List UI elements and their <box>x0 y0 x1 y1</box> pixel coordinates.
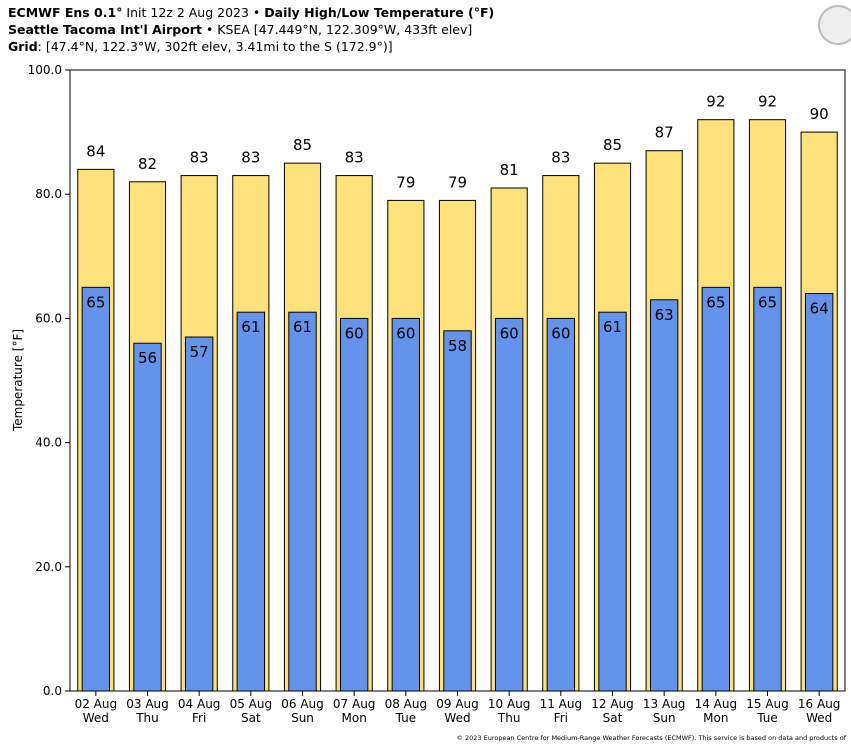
low-bar <box>391 317 421 692</box>
high-value-label: 84 <box>86 142 105 160</box>
x-tick-date: 07 Aug <box>333 697 376 711</box>
x-tick-day: Mon <box>703 711 728 725</box>
high-value-label: 83 <box>241 149 260 167</box>
low-value-label: 64 <box>810 300 829 318</box>
low-value-label: 57 <box>190 343 209 361</box>
high-value-label: 79 <box>396 173 415 191</box>
low-value-label: 56 <box>138 349 157 367</box>
high-value-label: 83 <box>190 149 209 167</box>
x-tick-date: 15 Aug <box>746 697 789 711</box>
low-bar <box>494 317 524 692</box>
x-tick-date: 03 Aug <box>126 697 169 711</box>
y-tick-label: 60.0 <box>35 311 62 325</box>
y-tick-label: 40.0 <box>35 436 62 450</box>
low-value-label: 61 <box>241 318 260 336</box>
y-tick-label: 100.0 <box>28 63 62 77</box>
x-tick-date: 12 Aug <box>591 697 634 711</box>
x-tick-date: 06 Aug <box>281 697 324 711</box>
title-init: Init 12z 2 Aug 2023 • <box>122 5 264 20</box>
high-value-label: 79 <box>448 173 467 191</box>
x-tick-day: Thu <box>497 711 521 725</box>
title-model: ECMWF Ens 0.1° <box>8 5 122 20</box>
high-value-label: 92 <box>758 93 777 111</box>
high-value-label: 92 <box>706 93 725 111</box>
chart-title: Daily High/Low Temperature (°F) <box>264 5 494 20</box>
x-tick-date: 08 Aug <box>385 697 428 711</box>
copyright: © 2023 European Centre for Medium-Range … <box>456 734 846 742</box>
low-value-label: 61 <box>603 318 622 336</box>
low-value-label: 63 <box>655 306 674 324</box>
low-bar <box>804 293 834 692</box>
high-value-label: 83 <box>345 149 364 167</box>
low-bar <box>133 342 162 692</box>
x-tick-day: Tue <box>395 711 417 725</box>
low-bar <box>81 286 111 692</box>
station-info: • KSEA [47.449°N, 122.309°W, 433ft elev] <box>202 22 472 37</box>
x-tick-day: Tue <box>756 711 778 725</box>
high-value-label: 87 <box>655 124 674 142</box>
x-tick-day: Wed <box>806 711 832 725</box>
x-tick-day: Fri <box>192 711 206 725</box>
y-tick-label: 20.0 <box>35 560 62 574</box>
title-line-1: ECMWF Ens 0.1° Init 12z 2 Aug 2023 • Dai… <box>8 5 494 20</box>
high-value-label: 85 <box>603 136 622 154</box>
low-bar <box>753 286 782 692</box>
low-value-label: 60 <box>396 324 415 342</box>
x-tick-date: 09 Aug <box>436 697 479 711</box>
low-bar <box>236 311 266 692</box>
x-tick-date: 04 Aug <box>178 697 221 711</box>
low-value-label: 65 <box>86 293 105 311</box>
x-tick-day: Sat <box>603 711 623 725</box>
low-bar <box>443 330 472 692</box>
x-tick-date: 11 Aug <box>540 697 583 711</box>
y-tick-label: 80.0 <box>35 187 62 201</box>
low-bar <box>288 311 317 692</box>
y-tick-label: 0.0 <box>43 684 62 698</box>
x-tick-date: 05 Aug <box>230 697 273 711</box>
low-value-label: 65 <box>706 293 725 311</box>
high-value-label: 85 <box>293 136 312 154</box>
high-value-label: 81 <box>500 161 519 179</box>
high-value-label: 90 <box>810 105 829 123</box>
x-tick-date: 14 Aug <box>695 697 738 711</box>
low-value-label: 60 <box>345 324 364 342</box>
title-line-3: Grid: [47.4°N, 122.3°W, 302ft elev, 3.41… <box>8 39 393 54</box>
low-bar <box>598 311 627 692</box>
x-tick-day: Fri <box>554 711 568 725</box>
low-value-label: 58 <box>448 337 467 355</box>
low-bar <box>546 317 576 692</box>
x-tick-day: Thu <box>135 711 159 725</box>
x-tick-date: 02 Aug <box>75 697 118 711</box>
grid-label: Grid <box>8 39 38 54</box>
x-tick-day: Sun <box>653 711 676 725</box>
title-line-2: Seattle Tacoma Int'l Airport • KSEA [47.… <box>8 22 472 37</box>
x-tick-day: Wed <box>444 711 470 725</box>
logo <box>818 5 851 45</box>
low-bar <box>339 317 369 692</box>
x-tick-date: 13 Aug <box>643 697 686 711</box>
high-value-label: 83 <box>551 149 570 167</box>
low-value-label: 61 <box>293 318 312 336</box>
station-name: Seattle Tacoma Int'l Airport <box>8 22 202 37</box>
x-tick-day: Mon <box>342 711 367 725</box>
y-axis-label: Temperature [°F] <box>11 329 25 432</box>
high-value-label: 82 <box>138 155 157 173</box>
low-bar <box>184 336 214 692</box>
x-tick-day: Wed <box>83 711 109 725</box>
low-value-label: 65 <box>758 293 777 311</box>
x-tick-date: 10 Aug <box>488 697 531 711</box>
low-bar <box>649 299 679 692</box>
low-bar <box>701 286 731 692</box>
low-value-label: 60 <box>551 324 570 342</box>
x-tick-day: Sun <box>291 711 314 725</box>
x-tick-day: Sat <box>241 711 261 725</box>
x-tick-date: 16 Aug <box>798 697 841 711</box>
low-value-label: 60 <box>500 324 519 342</box>
grid-info: : [47.4°N, 122.3°W, 302ft elev, 3.41mi t… <box>38 39 393 54</box>
